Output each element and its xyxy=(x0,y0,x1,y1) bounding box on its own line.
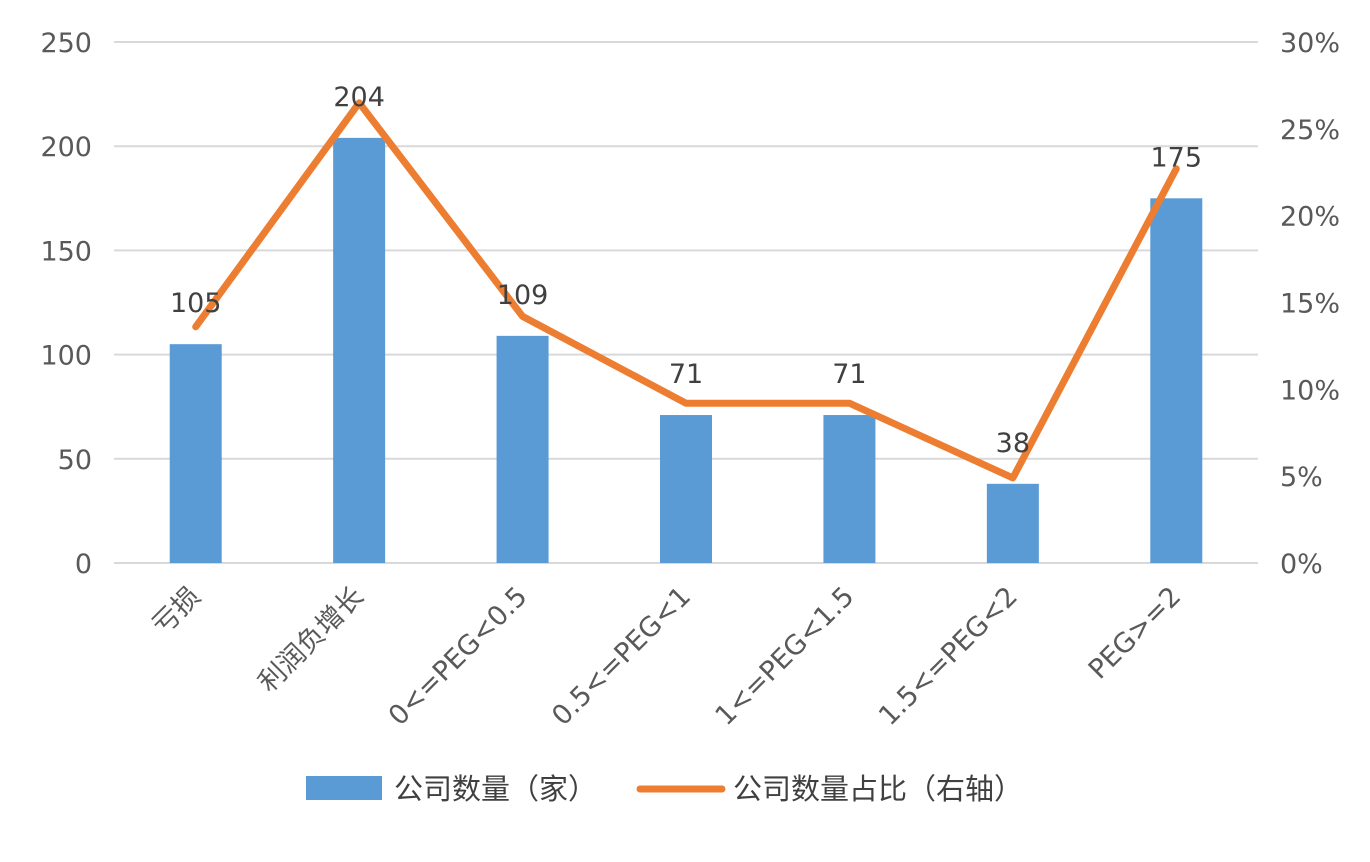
bar xyxy=(660,415,712,563)
left-tick-label: 0 xyxy=(75,549,92,580)
right-axis: 0% 5% 10% 15% 20% 25% 30% xyxy=(1280,28,1340,580)
data-labels: 105 204 109 71 71 38 175 xyxy=(170,82,1202,459)
bar-series xyxy=(169,137,1203,564)
left-tick-label: 250 xyxy=(40,28,92,59)
data-label: 71 xyxy=(669,359,703,390)
data-label: 38 xyxy=(996,428,1030,459)
bar xyxy=(1150,198,1203,564)
category-label: PEG>=2 xyxy=(1083,581,1187,685)
category-label: 0<=PEG<0.5 xyxy=(383,581,534,732)
right-tick-label: 30% xyxy=(1280,28,1340,59)
data-label: 204 xyxy=(333,82,385,113)
data-label: 109 xyxy=(497,280,549,311)
right-tick-label: 5% xyxy=(1280,462,1323,493)
legend-bar-label: 公司数量（家） xyxy=(394,772,597,806)
category-label: 利润负增长 xyxy=(253,581,370,698)
right-tick-label: 20% xyxy=(1280,202,1340,233)
left-axis: 0 50 100 150 200 250 xyxy=(40,28,92,580)
legend: 公司数量（家） 公司数量占比（右轴） xyxy=(306,772,1023,806)
category-axis: 亏损 利润负增长 0<=PEG<0.5 0.5<=PEG<1 1<=PEG<1.5 1.5… xyxy=(147,581,1188,732)
legend-line-label: 公司数量占比（右轴） xyxy=(733,772,1023,806)
left-tick-label: 100 xyxy=(40,341,92,372)
category-label: 0.5<=PEG<1 xyxy=(546,581,697,732)
data-label: 105 xyxy=(170,288,222,319)
bar xyxy=(496,335,549,563)
bar xyxy=(823,415,876,563)
line-series xyxy=(192,99,1180,482)
left-tick-label: 200 xyxy=(40,132,92,163)
right-tick-label: 10% xyxy=(1280,375,1340,406)
right-tick-label: 15% xyxy=(1280,289,1340,320)
data-label: 175 xyxy=(1151,142,1203,173)
category-label: 1<=PEG<1.5 xyxy=(710,581,861,732)
category-label: 亏损 xyxy=(147,581,207,641)
legend-bar-swatch xyxy=(306,776,382,800)
data-label: 71 xyxy=(832,359,866,390)
right-tick-label: 0% xyxy=(1280,549,1323,580)
category-label: 1.5<=PEG<2 xyxy=(873,581,1024,732)
left-tick-label: 150 xyxy=(40,236,92,267)
left-tick-label: 50 xyxy=(58,445,92,476)
bar xyxy=(986,483,1039,563)
bar xyxy=(169,344,222,563)
gridlines xyxy=(114,41,1258,564)
right-tick-label: 25% xyxy=(1280,115,1340,146)
bar xyxy=(333,137,386,563)
